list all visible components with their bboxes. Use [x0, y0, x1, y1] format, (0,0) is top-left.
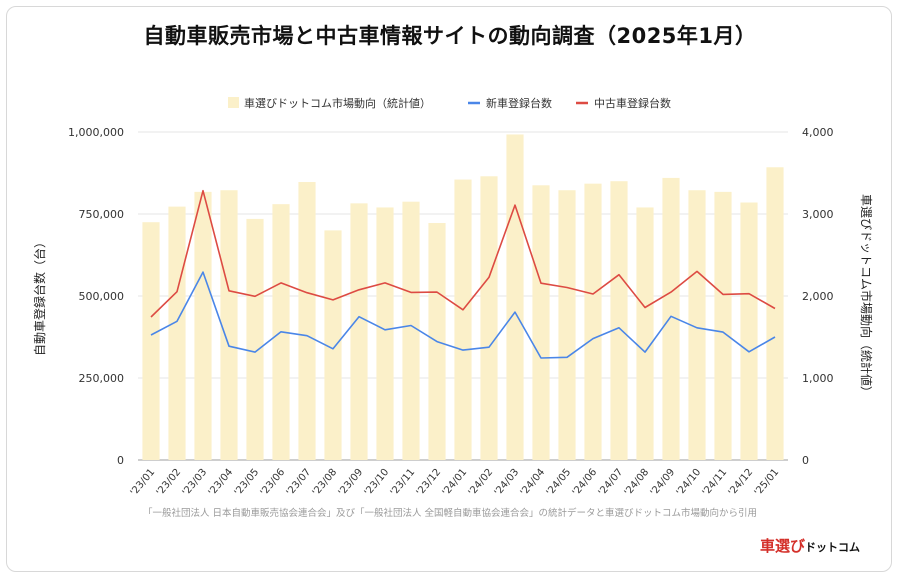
- bar: [298, 182, 316, 460]
- bar: [480, 176, 498, 460]
- y-tick-label: 250,000: [79, 372, 125, 385]
- x-tick-label: '24/08: [623, 467, 652, 498]
- x-tick-label: '24/04: [519, 467, 548, 498]
- legend-label-bar: 車選びドットコム市場動向（統計値）: [244, 96, 431, 110]
- x-tick-label: '24/06: [571, 467, 600, 498]
- y2-tick-label: 2,000: [802, 290, 834, 303]
- x-tick-label: '24/05: [545, 467, 574, 498]
- bar: [740, 202, 758, 460]
- bar: [376, 207, 394, 460]
- bar: [714, 191, 732, 461]
- legend-label-new: 新車登録台数: [486, 96, 552, 110]
- legend-swatch-bar: [228, 97, 239, 108]
- y2-axis-title: 車選びドットコム市場動向（統計値）: [859, 194, 874, 398]
- y-axis-title: 自動車登録台数（台）: [32, 236, 47, 356]
- bar: [402, 201, 420, 460]
- x-tick-label: '23/06: [259, 467, 288, 498]
- x-tick-label: '23/05: [233, 467, 262, 498]
- bar: [454, 179, 472, 460]
- bar: [584, 183, 602, 460]
- x-tick-label: '24/02: [467, 467, 496, 498]
- bar: [688, 190, 706, 460]
- y2-tick-label: 4,000: [802, 126, 834, 139]
- x-tick-label: '23/08: [311, 467, 340, 498]
- x-tick-label: '25/01: [753, 467, 782, 498]
- x-tick-label: '24/09: [649, 467, 678, 498]
- y2-tick-label: 3,000: [802, 208, 834, 221]
- bar: [324, 230, 342, 460]
- brand-logo: 車選びドットコム: [760, 535, 860, 556]
- bar: [558, 190, 576, 460]
- y-tick-label: 0: [117, 454, 124, 467]
- bar: [636, 207, 654, 460]
- x-tick-label: '24/12: [727, 467, 756, 498]
- bar: [532, 185, 550, 461]
- x-tick-label: '23/07: [285, 467, 314, 498]
- bar: [350, 203, 368, 460]
- x-tick-label: '24/03: [493, 467, 522, 498]
- used-car-line: [150, 189, 776, 318]
- x-tick-label: '23/02: [155, 467, 184, 498]
- x-tick-label: '23/12: [415, 467, 444, 498]
- y-tick-label: 1,000,000: [68, 126, 124, 139]
- bar: [194, 191, 212, 461]
- x-tick-label: '23/04: [207, 467, 236, 498]
- x-tick-label: '23/11: [389, 467, 418, 498]
- source-note: 「一般社団法人 日本自動車販売協会連合会」及び「一般社団法人 全国軽自動車協会連…: [142, 508, 758, 519]
- bar: [506, 134, 524, 460]
- bar: [246, 218, 264, 460]
- y2-tick-label: 1,000: [802, 372, 834, 385]
- bar: [766, 167, 784, 460]
- x-tick-label: '23/10: [363, 467, 392, 498]
- chart-title: 自動車販売市場と中古車情報サイトの動向調査（2025年1月）: [143, 24, 757, 48]
- y-tick-label: 750,000: [79, 208, 125, 221]
- bar: [142, 222, 160, 460]
- x-tick-label: '24/01: [441, 467, 470, 498]
- bar: [168, 206, 186, 460]
- x-tick-label: '23/01: [129, 467, 158, 498]
- x-tick-label: '23/09: [337, 467, 366, 498]
- bar: [610, 181, 628, 460]
- bar: [220, 190, 238, 460]
- x-tick-label: '23/03: [181, 467, 210, 498]
- x-tick-label: '24/10: [675, 467, 704, 498]
- y2-tick-label: 0: [802, 454, 809, 467]
- y-tick-label: 500,000: [79, 290, 125, 303]
- logo-red-text: 車選び: [760, 537, 806, 555]
- new-car-line: [150, 271, 776, 359]
- legend-label-used: 中古車登録台数: [594, 96, 671, 110]
- x-tick-label: '24/11: [701, 467, 730, 498]
- bar: [662, 177, 680, 461]
- logo-text: ドットコム: [805, 541, 861, 554]
- x-tick-label: '24/07: [597, 467, 626, 498]
